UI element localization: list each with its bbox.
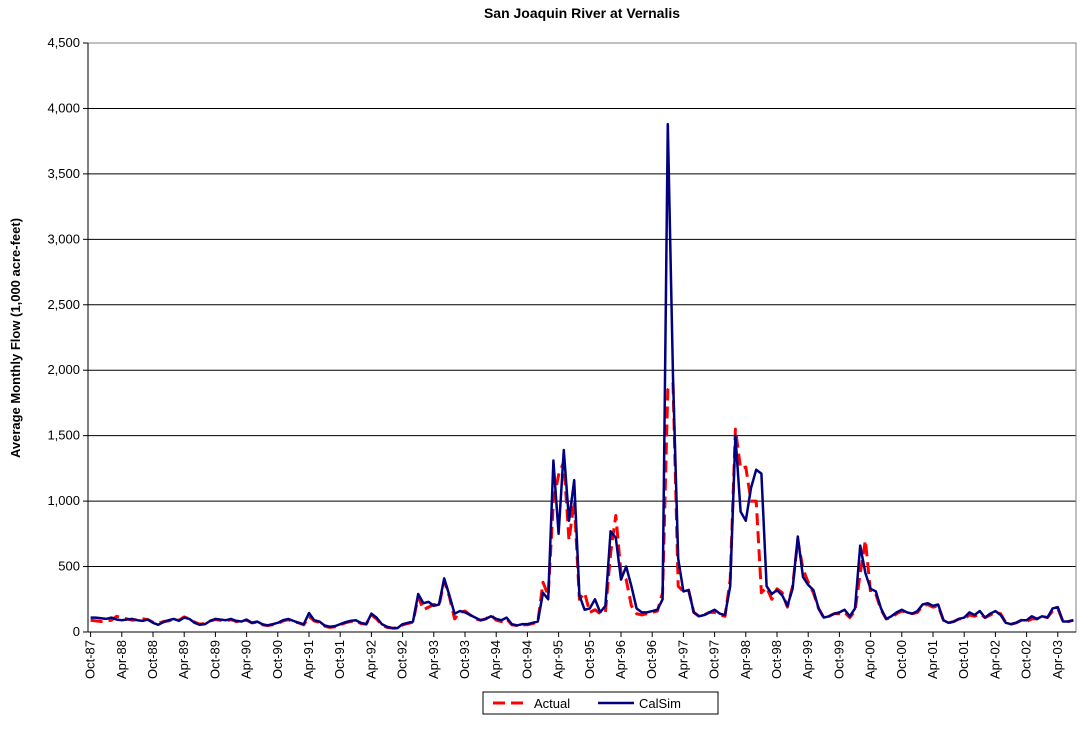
- x-tick-label: Oct-02: [1019, 640, 1034, 679]
- chart-title: San Joaquin River at Vernalis: [484, 5, 680, 21]
- x-tick-label: Oct-00: [894, 640, 909, 679]
- x-tick-label: Oct-99: [831, 640, 846, 679]
- x-tick-label: Oct-94: [519, 640, 534, 679]
- series-line: [90, 122, 1074, 630]
- x-tick-label: Apr-01: [925, 640, 940, 679]
- y-tick-label: 2,500: [47, 297, 80, 312]
- x-tick-label: Apr-95: [551, 640, 566, 679]
- legend-label: Actual: [534, 696, 570, 711]
- x-tick-label: Oct-87: [83, 640, 98, 679]
- x-tick-label: Apr-94: [488, 640, 503, 679]
- x-tick-label: Apr-91: [301, 640, 316, 679]
- y-tick-label: 0: [73, 624, 80, 639]
- y-tick-label: 3,000: [47, 231, 80, 246]
- y-tick-label: 500: [58, 559, 80, 574]
- y-tick-label: 2,000: [47, 362, 80, 377]
- x-tick-label: Apr-98: [738, 640, 753, 679]
- x-tick-label: Oct-01: [956, 640, 971, 679]
- x-tick-label: Apr-97: [675, 640, 690, 679]
- y-tick-label: 4,500: [47, 35, 80, 50]
- x-tick-label: Oct-98: [769, 640, 784, 679]
- x-tick-label: Oct-90: [270, 640, 285, 679]
- plot-frame: [87, 42, 1077, 633]
- x-tick-label: Apr-02: [987, 640, 1002, 679]
- x-tick-label: Oct-96: [644, 640, 659, 679]
- x-tick-label: Apr-92: [363, 640, 378, 679]
- x-tick-label: Apr-96: [613, 640, 628, 679]
- x-tick-label: Oct-92: [395, 640, 410, 679]
- x-tick-label: Apr-03: [1050, 640, 1065, 679]
- x-tick-label: Apr-93: [426, 640, 441, 679]
- x-tick-label: Apr-88: [114, 640, 129, 679]
- x-tick-label: Oct-88: [145, 640, 160, 679]
- legend-label: CalSim: [639, 696, 681, 711]
- x-tick-label: Oct-93: [457, 640, 472, 679]
- series-line: [90, 381, 1074, 630]
- y-tick-label: 4,000: [47, 100, 80, 115]
- x-tick-label: Oct-97: [707, 640, 722, 679]
- x-tick-label: Oct-89: [207, 640, 222, 679]
- y-tick-label: 3,500: [47, 166, 80, 181]
- x-tick-label: Apr-90: [239, 640, 254, 679]
- x-tick-label: Apr-99: [800, 640, 815, 679]
- y-tick-label: 1,000: [47, 493, 80, 508]
- x-tick-label: Oct-95: [582, 640, 597, 679]
- x-tick-label: Apr-00: [863, 640, 878, 679]
- x-tick-label: Apr-89: [176, 640, 191, 679]
- y-tick-label: 1,500: [47, 428, 80, 443]
- y-axis-label: Average Monthly Flow (1,000 acre-feet): [8, 218, 23, 458]
- x-tick-label: Oct-91: [332, 640, 347, 679]
